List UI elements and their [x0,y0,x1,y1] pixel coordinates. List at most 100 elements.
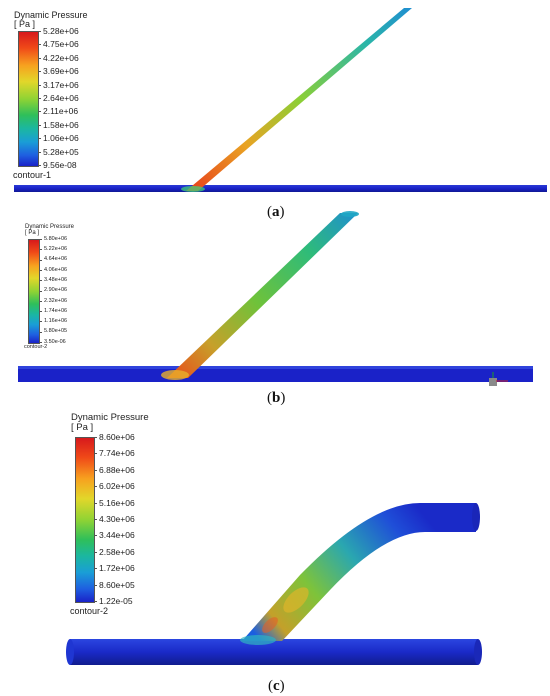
colorbar-tick-mark [38,71,41,73]
colorbar-tick-mark [94,453,97,455]
legend-title-text: Dynamic Pressure [25,224,75,230]
panel-a-junction-hotspot [181,186,205,192]
colorbar-tick-label: 3.50e-06 [44,338,66,345]
colorbar-tick-label: 5.22e+06 [44,246,68,252]
colorbar-tick-mark [94,535,97,537]
colorbar-tick-label: 4.22e+06 [43,52,79,63]
colorbar-tick-mark [94,601,97,602]
panel-b-legend-title: Dynamic Pressure [ Pa ] [25,224,74,237]
colorbar-tick-mark [39,300,42,302]
panel-b-contour-label: contour-2 [24,344,48,350]
colorbar-tick-label: 1.22e-05 [99,595,133,606]
colorbar-tick-label: 3.48e+06 [44,276,68,283]
colorbar-tick-label: 2.32e+06 [44,297,68,304]
colorbar-tick-mark [39,331,42,333]
colorbar-tick-mark [38,151,41,153]
caption-letter: c [273,678,280,694]
panel-a-colorbar [18,31,39,167]
panel-c-junction-hotspot [240,635,276,645]
colorbar-tick-label: 3.69e+06 [43,66,79,77]
panel-a: Dynamic Pressure [ Pa ] 5.28e+06 4.75e+06… [0,0,550,230]
colorbar-tick-label: 2.64e+06 [43,92,79,103]
colorbar-tick-label: 1.58e+06 [43,119,79,130]
colorbar-tick-label: 8.60e+06 [99,431,135,442]
colorbar-tick-label: 6.02e+06 [99,481,135,492]
colorbar-tick-label: 4.64e+06 [44,256,68,263]
panel-a-geometry [14,8,547,192]
colorbar-tick-mark [39,342,42,343]
panel-a-main-pipe [14,185,547,192]
panel-a-caption: (a) [267,204,285,221]
panel-b-junction-hotspot [161,370,189,380]
colorbar-tick-label: 2.11e+06 [43,106,79,117]
caption-close: ) [280,390,286,406]
caption-open: ( [267,204,272,220]
panel-c: Dynamic Pressure [ Pa ] 8.60e+06 7.74e+06… [0,410,550,696]
colorbar-tick-mark [94,584,97,586]
colorbar-tick-mark [39,311,42,313]
colorbar-tick-mark [38,138,41,140]
colorbar-tick-label: 3.17e+06 [43,79,79,90]
colorbar-tick-label: 1.06e+06 [43,133,79,144]
colorbar-tick-label: 2.58e+06 [99,546,135,557]
colorbar-tick-mark [38,111,41,113]
colorbar-tick-label: 3.44e+06 [99,530,135,541]
panel-c-geometry [66,503,482,665]
panel-b-colorbar [28,239,40,344]
colorbar-tick-mark [94,437,97,438]
colorbar-tick-mark [39,269,42,271]
colorbar-tick-label: 1.74e+06 [44,307,68,314]
colorbar-tick-mark [94,568,97,570]
legend-title-text: Dynamic Pressure [71,412,149,423]
caption-close: ) [279,678,285,694]
colorbar-tick-mark [39,249,42,251]
caption-letter: b [272,390,281,406]
legend-unit-text: [ Pa ] [14,19,36,30]
caption-letter: a [272,204,280,220]
colorbar-tick-label: 5.28e+06 [43,25,79,36]
colorbar-tick-mark [94,502,97,504]
colorbar-tick-mark [38,98,41,99]
colorbar-tick-mark [38,31,41,32]
panel-b: Dynamic Pressure [ Pa ] 5.80e+06 5.22e+06… [0,222,550,412]
colorbar-tick-mark [38,44,41,46]
panel-c-contour-label: contour-2 [70,606,109,616]
panel-a-legend-title: Dynamic Pressure [ Pa ] [14,10,88,30]
panel-a-contour-label: contour-1 [13,170,52,180]
colorbar-tick-label: 5.16e+06 [99,497,135,508]
panel-b-caption: (b) [267,390,285,407]
colorbar-tick-label: 5.80e+05 [44,328,68,335]
panel-a-branch-pipe [186,8,412,191]
panel-c-main-pipe [70,639,478,665]
colorbar-tick-mark [39,280,42,282]
axis-triad-icon [489,372,508,386]
colorbar-tick-mark [38,84,41,86]
colorbar-tick-label: 4.75e+06 [43,39,79,50]
colorbar-tick-mark [94,551,97,553]
colorbar-tick-mark [38,165,41,166]
colorbar-tick-mark [39,290,42,292]
panel-b-branch-pipe [167,213,358,378]
colorbar-tick-label: 9.56e-08 [43,159,77,170]
panel-c-caption: (c) [268,678,285,695]
colorbar-tick-label: 1.72e+06 [99,563,135,574]
legend-unit-text: [ Pa ] [25,230,40,237]
panel-b-geometry [18,211,533,386]
caption-close: ) [279,204,285,220]
colorbar-tick-mark [38,57,41,59]
panel-c-colorbar [75,437,95,603]
colorbar-tick-mark [94,486,97,488]
colorbar-tick-label: 1.16e+06 [44,318,68,325]
caption-open: ( [268,678,273,694]
colorbar-tick-mark [39,321,42,323]
colorbar-tick-label: 4.30e+06 [99,513,135,524]
caption-open: ( [267,390,272,406]
colorbar-tick-mark [94,519,97,520]
colorbar-tick-label: 2.90e+06 [44,287,68,294]
colorbar-tick-mark [38,124,41,126]
colorbar-tick-label: 5.80e+06 [44,235,68,242]
colorbar-tick-mark [39,259,42,261]
colorbar-tick-label: 7.74e+06 [99,448,135,459]
colorbar-tick-mark [94,469,97,471]
